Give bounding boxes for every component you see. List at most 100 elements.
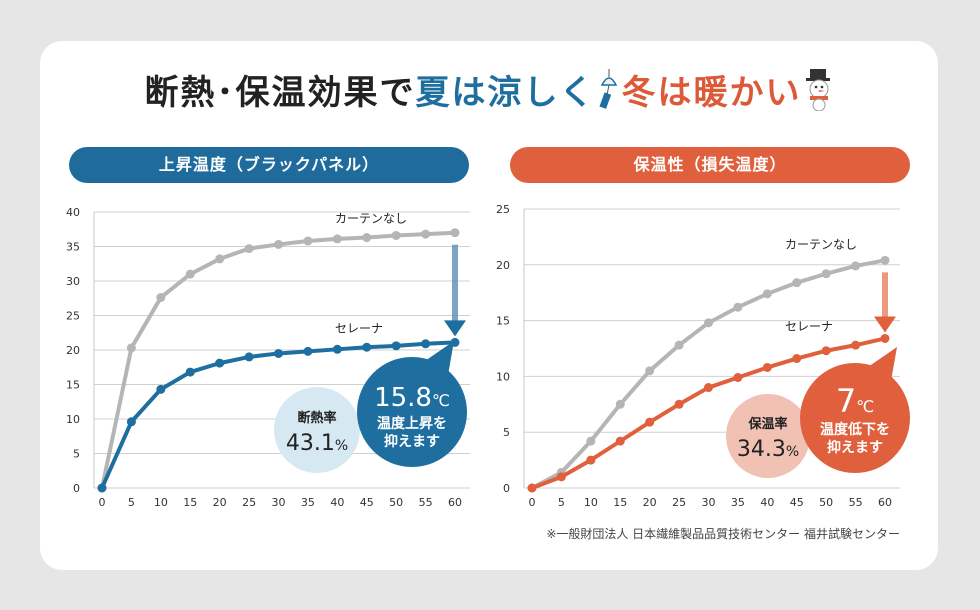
- series-label: セレーナ: [785, 319, 833, 333]
- x-tick-label: 50: [389, 496, 403, 509]
- rate-label: 保温率: [747, 416, 787, 432]
- snowman-icon: [802, 67, 836, 122]
- title-part-1: 断熱･保温効果で: [144, 73, 416, 113]
- x-tick-label: 5: [558, 496, 565, 509]
- rate-label: 断熱率: [297, 410, 336, 426]
- difference-arrow-shaft: [882, 272, 888, 319]
- content-card: [40, 41, 938, 570]
- y-tick-label: 20: [66, 344, 80, 357]
- data-point: [821, 346, 831, 356]
- y-tick-label: 30: [66, 275, 80, 288]
- temperature-bubble: [800, 363, 910, 473]
- x-tick-label: 35: [301, 496, 315, 509]
- data-point: [391, 230, 401, 240]
- x-tick-label: 40: [760, 496, 774, 509]
- data-point: [362, 233, 372, 243]
- bubble-value: 7℃: [836, 382, 874, 420]
- x-tick-label: 60: [878, 496, 892, 509]
- data-point: [244, 352, 254, 362]
- x-tick-label: 45: [790, 496, 804, 509]
- data-point: [126, 343, 136, 353]
- y-tick-label: 20: [496, 259, 510, 272]
- heat-loss-chart: 0 5 10 15 20 25 0 5 10 15 20 25 30 35 40 45 50 55 60 カーテンなし…: [496, 203, 910, 509]
- data-point: [792, 354, 802, 364]
- data-point: [674, 399, 684, 409]
- data-point: [704, 318, 713, 328]
- y-tick-label: 25: [496, 203, 510, 216]
- x-tick-label: 25: [242, 496, 256, 509]
- x-tick-label: 60: [448, 496, 462, 509]
- x-tick-label: 50: [819, 496, 833, 509]
- x-tick-label: 55: [849, 496, 863, 509]
- title-part-2: 夏は涼しく: [415, 73, 596, 113]
- data-point: [762, 289, 772, 299]
- y-tick-label: 0: [503, 482, 510, 495]
- y-tick-label: 10: [66, 413, 80, 426]
- data-point: [880, 333, 890, 343]
- wind-chime-icon: [596, 67, 622, 122]
- data-point: [733, 373, 743, 383]
- x-tick-label: 30: [272, 496, 286, 509]
- footnote: ※一般財団法人 日本繊維製品品質技術センター 福井試験センター: [546, 527, 900, 541]
- rate-circle: [274, 387, 360, 473]
- y-tick-label: 5: [503, 426, 510, 439]
- y-tick-label: 0: [73, 482, 80, 495]
- data-point: [303, 346, 313, 356]
- data-point: [332, 234, 342, 244]
- data-point: [556, 472, 566, 482]
- y-tick-label: 10: [496, 370, 510, 383]
- data-point: [880, 255, 890, 265]
- data-point: [821, 269, 831, 279]
- data-point: [332, 344, 342, 354]
- difference-arrow-head: [444, 320, 466, 337]
- data-point: [615, 436, 625, 446]
- data-point: [586, 436, 596, 446]
- bubble-line-1: 温度低下を: [820, 421, 890, 438]
- x-tick-label: 5: [128, 496, 135, 509]
- x-tick-label: 20: [213, 496, 227, 509]
- bubble-line-2: 抑えます: [384, 433, 440, 450]
- bubble-tail: [422, 341, 454, 375]
- page-title: 断熱･保温効果で夏は涼しく 冬は暖かい: [0, 67, 980, 122]
- data-point: [126, 417, 136, 427]
- temperature-bubble: [357, 357, 467, 467]
- data-point: [586, 455, 596, 465]
- bubble-line-2: 抑えます: [827, 439, 883, 456]
- y-tick-label: 40: [66, 206, 80, 219]
- data-point: [615, 399, 625, 409]
- y-tick-label: 15: [496, 315, 510, 328]
- y-tick-label: 5: [73, 448, 80, 461]
- x-tick-label: 0: [99, 496, 106, 509]
- title-part-3: 冬は暖かい: [621, 73, 802, 113]
- data-point: [674, 340, 684, 350]
- data-point: [391, 341, 401, 351]
- rate-value: 43.1%: [286, 431, 348, 456]
- bubble-tail: [865, 347, 897, 381]
- bubble-line-1: 温度上昇を: [377, 415, 447, 432]
- x-tick-label: 10: [154, 496, 168, 509]
- heat-rise-chart: 0 5 10 15 20 25 30 35 40 0 5 10 15 20 25 30 35 40 45 50 55 60…: [66, 206, 470, 509]
- data-point: [274, 348, 283, 358]
- x-tick-label: 15: [613, 496, 627, 509]
- series-label: カーテンなし: [785, 237, 857, 251]
- data-point: [244, 244, 254, 254]
- x-tick-label: 25: [672, 496, 686, 509]
- data-point: [185, 269, 195, 279]
- data-point: [362, 342, 372, 352]
- series-label: カーテンなし: [335, 212, 407, 226]
- difference-arrow-shaft: [452, 244, 458, 323]
- data-point: [851, 340, 861, 350]
- right-chart-header: 保温性（損失温度）: [510, 147, 910, 183]
- data-point: [645, 366, 655, 376]
- data-point: [421, 339, 431, 349]
- data-point: [215, 254, 225, 264]
- y-tick-label: 25: [66, 310, 80, 323]
- x-tick-label: 30: [702, 496, 716, 509]
- data-point: [97, 483, 107, 493]
- x-tick-label: 15: [183, 496, 197, 509]
- rate-value: 34.3%: [737, 437, 799, 462]
- difference-arrow-head: [874, 316, 896, 333]
- y-tick-label: 15: [66, 379, 80, 392]
- x-tick-label: 0: [529, 496, 536, 509]
